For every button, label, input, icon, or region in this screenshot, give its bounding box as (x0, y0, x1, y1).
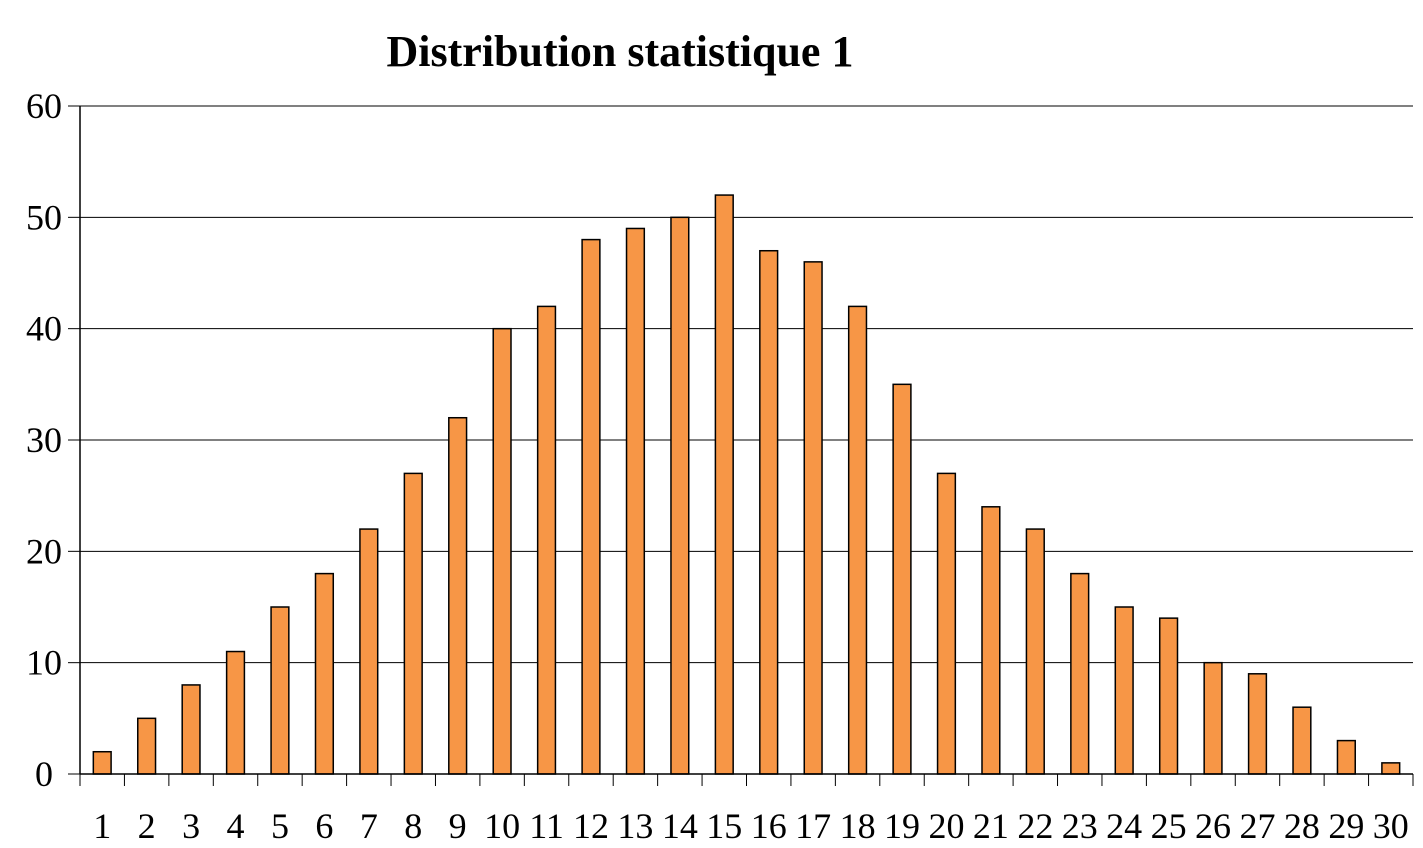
y-tick-label: 20 (26, 531, 62, 571)
x-tick-label: 3 (182, 806, 200, 846)
bar-15 (714, 194, 734, 775)
bar-1 (92, 750, 112, 775)
x-tick-label: 30 (1373, 806, 1409, 846)
bar-11 (536, 305, 557, 775)
x-tick-label: 12 (573, 806, 609, 846)
bar-19 (892, 383, 912, 775)
y-tick-label: 10 (26, 643, 62, 683)
bar-2 (137, 717, 157, 775)
bar-6 (314, 572, 335, 775)
bar-17 (803, 261, 823, 775)
x-tick-label: 28 (1284, 806, 1320, 846)
x-tick-labels: 1 2 3 4 5 6 7 8 9 10 11 12 13 14 15 16 17 18 19 20 21 22 23 24 2… (93, 806, 1409, 846)
x-tick-label: 25 (1151, 806, 1187, 846)
x-tick-label: 19 (884, 806, 920, 846)
y-tick-labels: 0 10 20 30 40 50 60 (26, 86, 62, 794)
bar-4 (225, 650, 246, 775)
bar-29 (1336, 739, 1356, 775)
x-tick-label: 10 (484, 806, 520, 846)
x-tick-label: 6 (315, 806, 333, 846)
bar-7 (359, 528, 379, 775)
x-tick-label: 15 (706, 806, 742, 846)
bar-28 (1292, 706, 1312, 775)
x-tick-label: 7 (360, 806, 378, 846)
x-tick-label: 18 (840, 806, 876, 846)
y-tick-label: 40 (26, 309, 62, 349)
x-tick-label: 17 (795, 806, 831, 846)
bar-18 (847, 305, 868, 775)
bar-21 (981, 506, 1001, 775)
bar-13 (625, 227, 646, 775)
x-tick-label: 24 (1106, 806, 1142, 846)
bar-3 (181, 684, 201, 775)
x-tick-label: 13 (617, 806, 653, 846)
bar-23 (1070, 572, 1090, 775)
x-tick-label: 22 (1017, 806, 1053, 846)
y-tick-label: 0 (35, 754, 53, 794)
x-tick-label: 8 (404, 806, 422, 846)
y-tick-label: 60 (26, 86, 62, 126)
gridlines (80, 105, 1413, 664)
bar-25 (1158, 617, 1179, 775)
bar-24 (1114, 606, 1134, 775)
x-tick-label: 11 (529, 806, 564, 846)
bar-16 (759, 249, 779, 775)
bar-9 (448, 416, 468, 775)
x-tick-label: 4 (227, 806, 245, 846)
bar-30 (1381, 762, 1401, 775)
y-tick-label: 30 (26, 420, 62, 460)
x-tick-label: 2 (138, 806, 156, 846)
bar-26 (1203, 661, 1223, 775)
chart-title: Distribution statistique 1 (386, 27, 854, 76)
x-tick-label: 14 (662, 806, 698, 846)
bar-14 (670, 216, 690, 775)
x-tick-label: 9 (449, 806, 467, 846)
bar-27 (1247, 673, 1268, 775)
x-tick-label: 27 (1239, 806, 1275, 846)
x-tick-label: 5 (271, 806, 289, 846)
bar-20 (936, 472, 957, 775)
bar-8 (403, 472, 423, 775)
x-tick-label: 21 (973, 806, 1009, 846)
bar-5 (270, 606, 290, 775)
x-tick-label: 20 (928, 806, 964, 846)
bars (92, 194, 1401, 775)
bar-12 (581, 238, 601, 775)
x-tick-label: 29 (1328, 806, 1364, 846)
bar-10 (492, 327, 512, 775)
x-tick-label: 26 (1195, 806, 1231, 846)
x-tick-label: 23 (1062, 806, 1098, 846)
x-tick-label: 16 (751, 806, 787, 846)
axes (68, 105, 1414, 786)
bar-22 (1025, 528, 1045, 775)
y-tick-label: 50 (26, 197, 62, 237)
x-tick-label: 1 (93, 806, 111, 846)
